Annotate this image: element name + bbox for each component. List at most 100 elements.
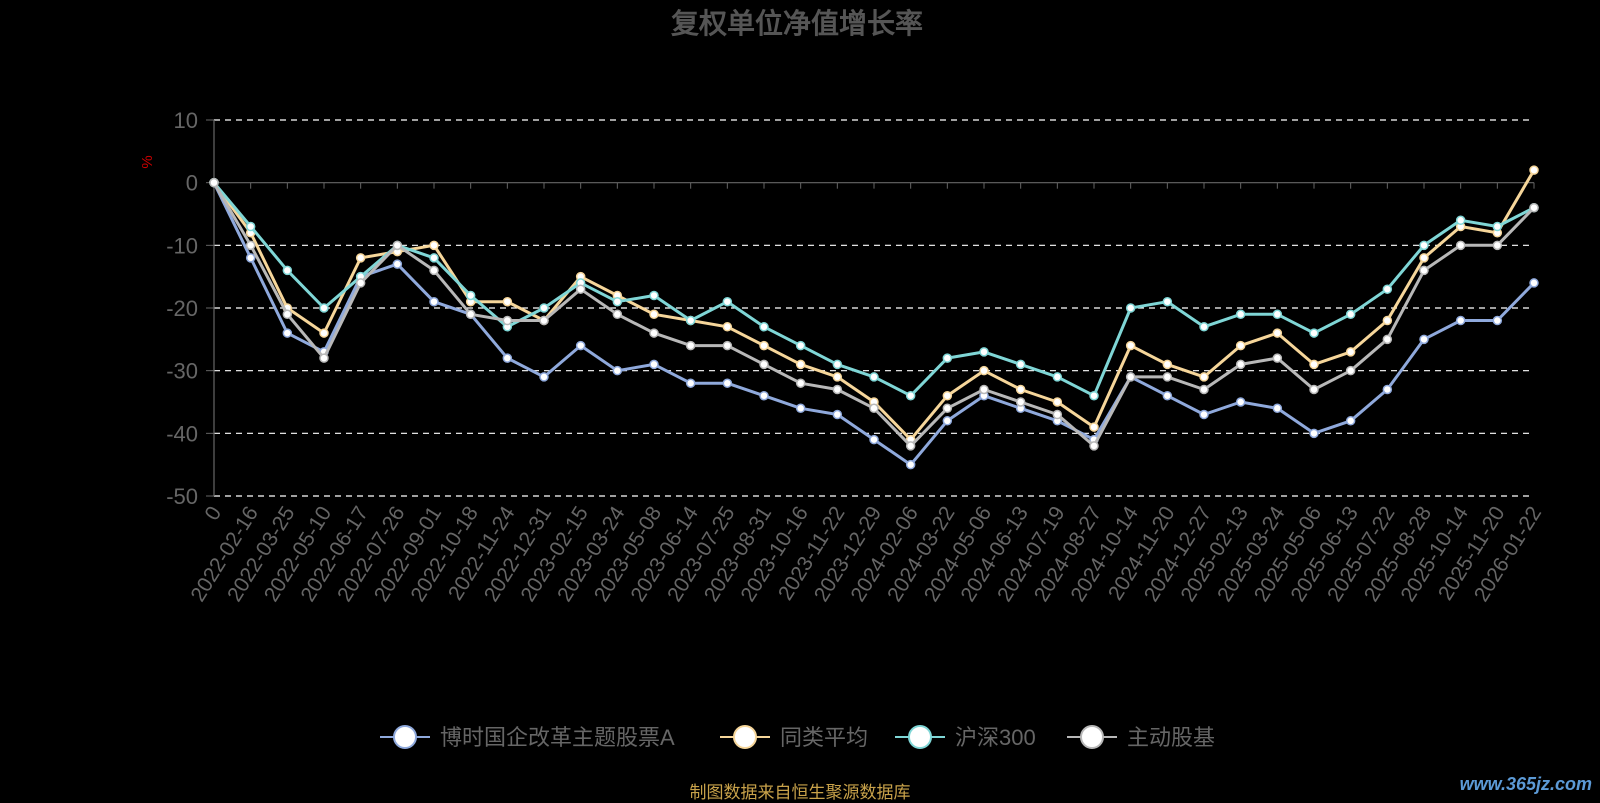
data-point (1199, 409, 1209, 420)
data-point (649, 359, 659, 370)
data-point (1419, 240, 1429, 251)
data-point (1492, 240, 1503, 251)
data-point (429, 253, 439, 263)
data-point (795, 378, 806, 388)
legend-label: 主动股基 (1127, 725, 1215, 750)
data-point (1382, 315, 1393, 326)
data-point (1492, 221, 1503, 232)
data-point (869, 372, 879, 382)
data-point (1345, 416, 1356, 426)
data-point (282, 328, 293, 338)
data-point (1125, 303, 1136, 313)
data-point (1529, 202, 1539, 213)
data-point (759, 340, 769, 351)
data-point (905, 459, 916, 470)
data-point (759, 390, 769, 401)
data-point (795, 340, 806, 351)
data-point (429, 240, 439, 251)
legend-marker (908, 725, 932, 749)
data-point (1309, 384, 1319, 395)
y-tick-label: -30 (166, 359, 198, 384)
data-point (905, 390, 916, 401)
legend-label: 博时国企改革主题股票A (440, 725, 675, 750)
legend-marker (1080, 725, 1104, 749)
legend-label: 沪深300 (955, 725, 1036, 750)
data-point (1382, 384, 1393, 395)
data-point (1309, 428, 1319, 439)
data-point (612, 309, 623, 320)
data-point (245, 240, 256, 251)
series-1 (209, 165, 1539, 445)
y-tick-label: -50 (166, 484, 198, 509)
series-lines (209, 165, 1539, 470)
data-point (465, 309, 476, 320)
data-point (942, 353, 953, 363)
data-point (869, 403, 879, 414)
data-point (649, 309, 659, 320)
series-line (212, 182, 1536, 467)
data-point (1015, 384, 1026, 395)
data-point (1089, 441, 1099, 451)
data-point (869, 434, 879, 445)
data-point (1199, 322, 1209, 332)
data-point (1235, 359, 1246, 370)
data-point (1125, 372, 1136, 382)
data-point (722, 378, 733, 388)
data-point (1015, 397, 1026, 407)
data-point (429, 296, 439, 307)
data-point (795, 359, 806, 370)
data-point (465, 290, 476, 301)
data-point (685, 315, 696, 326)
y-axis-label: % (139, 155, 156, 168)
y-tick-label: -40 (166, 421, 198, 446)
chart-title: 复权单位净值增长率 (671, 7, 923, 39)
data-point (539, 372, 549, 382)
data-point (1272, 309, 1283, 320)
data-point (1455, 215, 1466, 226)
data-point (1272, 403, 1283, 414)
watermark: www.365jz.com (1459, 774, 1592, 794)
data-point (832, 384, 843, 395)
data-point (282, 265, 293, 276)
data-point (612, 296, 623, 307)
data-point (685, 340, 696, 351)
data-point (539, 303, 549, 313)
y-tick-label: -20 (166, 296, 198, 321)
data-point (1345, 309, 1356, 320)
data-point (905, 441, 916, 451)
data-point (209, 177, 219, 188)
data-point (1162, 359, 1173, 370)
data-point (979, 384, 989, 395)
data-point (282, 309, 293, 320)
data-source-note: 制图数据来自恒生聚源数据库 (689, 783, 911, 802)
data-point (1199, 372, 1209, 382)
data-point (1235, 340, 1246, 351)
legend-item-3[interactable]: 主动股基 (1067, 725, 1215, 750)
data-point (502, 353, 513, 363)
data-point (392, 259, 403, 269)
x-tick-label: 0 (201, 502, 227, 524)
data-point (942, 390, 953, 401)
data-point (1455, 240, 1466, 251)
data-point (1162, 296, 1173, 307)
data-point (1015, 359, 1026, 370)
series-3 (209, 177, 1539, 451)
data-point (1199, 384, 1209, 395)
data-point (429, 265, 439, 276)
data-point (649, 328, 659, 338)
data-point (1345, 365, 1356, 376)
y-tick-label: -10 (166, 233, 198, 258)
data-point (1455, 315, 1466, 326)
legend-item-2[interactable]: 沪深300 (895, 725, 1036, 750)
data-point (1309, 328, 1319, 338)
legend[interactable]: 博时国企改革主题股票A 同类平均 沪深300 主动股基 (380, 725, 1215, 750)
data-point (245, 221, 256, 232)
data-point (502, 315, 513, 326)
data-point (1125, 340, 1136, 351)
data-point (1272, 353, 1283, 363)
legend-item-1[interactable]: 同类平均 (720, 725, 868, 750)
data-point (1272, 328, 1283, 338)
legend-item-0[interactable]: 博时国企改革主题股票A (380, 725, 675, 750)
data-point (1052, 372, 1063, 382)
data-point (355, 253, 366, 263)
